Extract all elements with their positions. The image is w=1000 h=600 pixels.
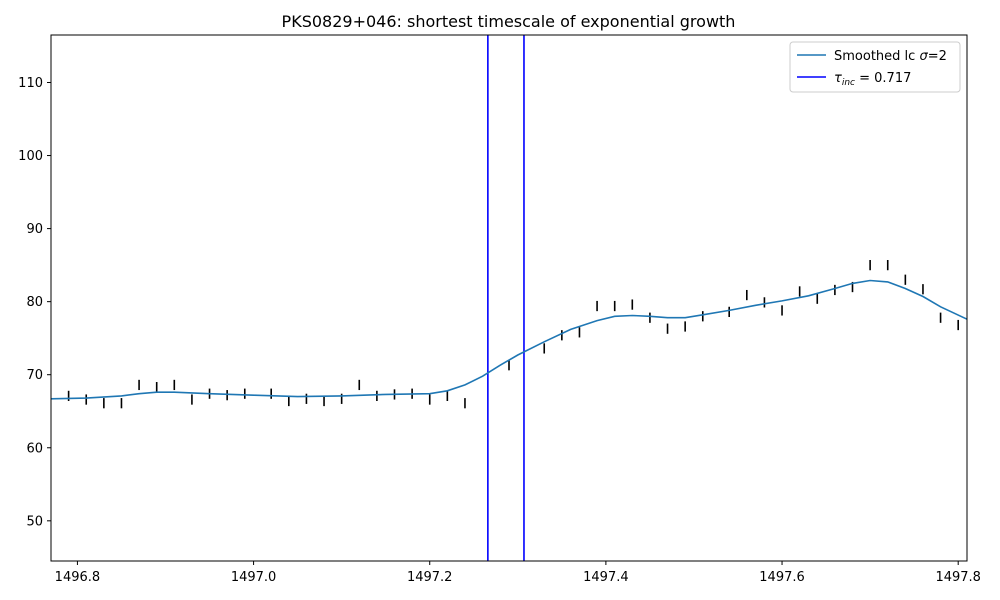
y-tick-label: 90 xyxy=(26,222,43,237)
plot-area xyxy=(50,34,968,562)
x-axis: 1496.8 1497.0 1497.2 1497.4 1497.6 1497.8 xyxy=(55,561,981,585)
x-tick-label: 1497.8 xyxy=(935,570,981,585)
legend-tau-subscript: inc xyxy=(842,78,855,88)
chart-title: PKS0829+046: shortest timescale of expon… xyxy=(282,12,736,31)
y-tick-label: 70 xyxy=(26,368,43,383)
x-tick-label: 1497.6 xyxy=(759,570,805,585)
legend-tau-suffix: = 0.717 xyxy=(855,71,911,86)
axes-frame xyxy=(50,34,968,562)
x-tick-label: 1497.4 xyxy=(583,570,629,585)
legend-smoothed-suffix: =2 xyxy=(928,49,947,64)
x-tick-label: 1496.8 xyxy=(55,570,101,585)
legend-smoothed-label: Smoothed lc σ=2 xyxy=(834,49,947,64)
y-axis: 50 60 70 80 90 100 110 xyxy=(18,76,51,529)
y-tick-label: 80 xyxy=(26,295,43,310)
y-tick-label: 100 xyxy=(18,149,43,164)
tau-lines xyxy=(487,35,525,561)
legend-sigma: σ xyxy=(919,49,928,64)
legend-tau-symbol: τ xyxy=(834,71,842,86)
smoothed-light-curve-line xyxy=(50,279,968,400)
legend-box xyxy=(789,41,961,93)
x-tick-label: 1497.2 xyxy=(407,570,453,585)
errorbars xyxy=(67,260,959,409)
x-tick-label: 1497.0 xyxy=(231,570,277,585)
y-tick-label: 50 xyxy=(26,514,43,529)
y-tick-label: 60 xyxy=(26,441,43,456)
legend: Smoothed lc σ=2 τinc = 0.717 xyxy=(789,41,961,93)
legend-tau-label: τinc = 0.717 xyxy=(834,71,911,88)
y-tick-label: 110 xyxy=(18,76,43,91)
legend-smoothed-prefix: Smoothed lc xyxy=(834,49,919,64)
